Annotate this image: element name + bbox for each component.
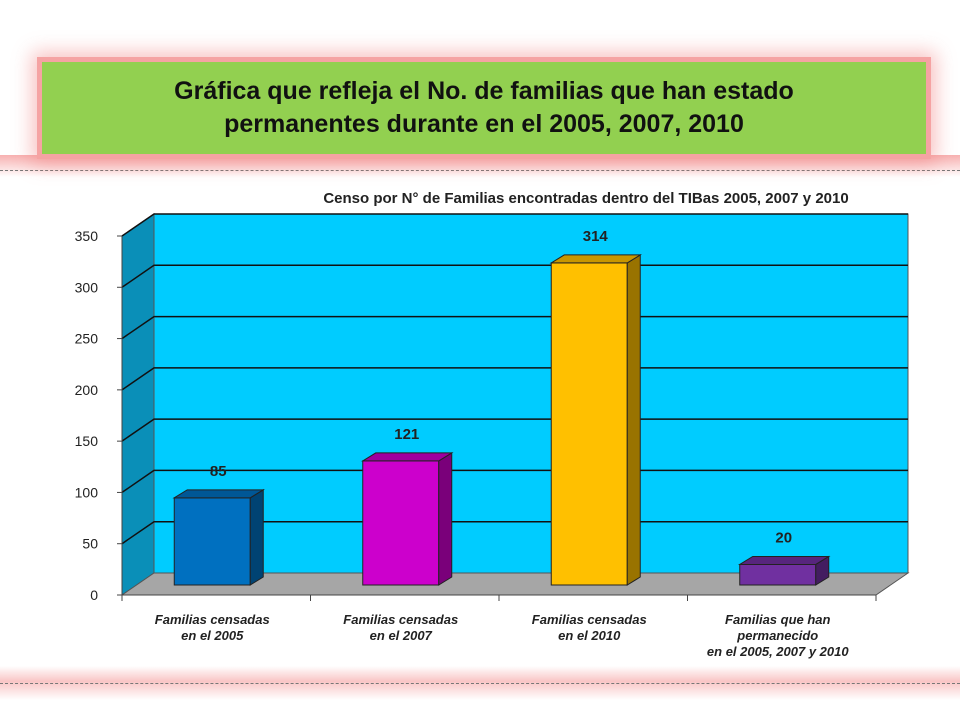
x-category-label: Familias censadas [532, 612, 647, 627]
bar-top [737, 555, 831, 565]
gridline [121, 264, 908, 288]
bar [172, 488, 266, 586]
gridline [121, 418, 908, 442]
bar [549, 254, 643, 586]
bar-side [249, 488, 264, 586]
bar-side [438, 451, 453, 586]
gridline [121, 213, 908, 237]
top-glow-band [0, 155, 960, 177]
y-tick-label: 150 [75, 433, 99, 449]
x-category-label: en el 2007 [370, 628, 433, 643]
x-category-label: en el 2010 [558, 628, 621, 643]
gridline [121, 520, 908, 545]
bar-top [172, 489, 266, 499]
bar-top [549, 254, 643, 264]
bar-front [550, 262, 628, 586]
slide-title: Gráfica que refleja el No. de familias q… [174, 77, 794, 138]
x-category-label: en el 2005 [181, 628, 244, 643]
y-tick-label: 200 [75, 382, 99, 398]
x-category-label: Familias que han [725, 612, 831, 627]
data-label: 85 [210, 463, 227, 480]
x-category-label: Familias censadas [155, 612, 270, 627]
gridline [121, 469, 908, 494]
chart-side-wall [121, 213, 155, 596]
y-tick-label: 350 [75, 228, 99, 244]
bar-front [173, 497, 251, 586]
gridline [121, 315, 908, 340]
bar [360, 451, 454, 586]
chart-title: Censo por N° de Familias encontradas den… [323, 190, 848, 207]
bar-top [360, 452, 454, 462]
y-tick-label: 0 [90, 587, 98, 603]
gridline [121, 367, 908, 391]
data-label: 314 [583, 228, 609, 245]
x-category-label: Familias censadas [343, 612, 458, 627]
top-dashed-divider [0, 170, 960, 171]
bar-front [739, 563, 817, 586]
data-label: 20 [775, 529, 792, 546]
x-category-label: en el 2005, 2007 y 2010 [707, 644, 849, 659]
data-label: 121 [394, 426, 419, 443]
chart-back-wall [153, 213, 909, 574]
y-tick-label: 100 [75, 484, 99, 500]
y-tick-label: 300 [75, 279, 99, 295]
bar-side [626, 254, 641, 586]
bar-chart: Censo por N° de Familias encontradas den… [75, 190, 910, 659]
bar-front [362, 460, 440, 586]
bottom-dashed-divider [0, 683, 960, 684]
x-category-label: permanecido [736, 628, 818, 643]
slide-title-box: Gráfica que refleja el No. de familias q… [42, 62, 926, 154]
y-tick-label: 50 [82, 536, 98, 552]
y-tick-label: 250 [75, 331, 99, 347]
bar [737, 555, 831, 586]
